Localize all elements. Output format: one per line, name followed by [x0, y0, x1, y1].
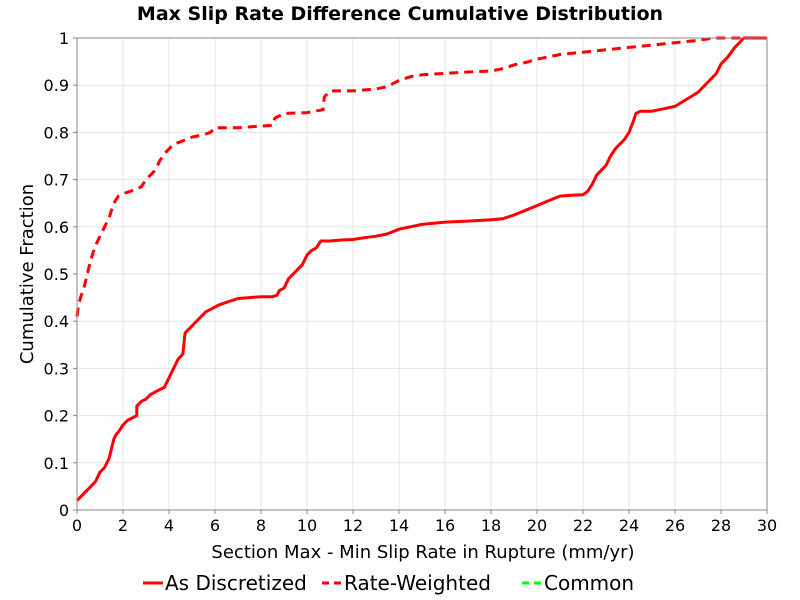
y-tick-label: 1 — [59, 29, 69, 48]
legend-label-rate-weighted: Rate-Weighted — [344, 571, 491, 595]
y-tick-label: 0.2 — [44, 407, 69, 426]
x-tick-label: 4 — [164, 516, 174, 535]
y-tick-label: 0.4 — [44, 312, 69, 331]
y-tick-label: 0.8 — [44, 123, 69, 142]
series-line-as-discretized — [75, 36, 767, 502]
y-tick-label: 0.5 — [44, 265, 69, 284]
chart-title: Max Slip Rate Difference Cumulative Dist… — [137, 3, 663, 25]
legend: As Discretized Rate-Weighted Common — [143, 571, 634, 595]
x-tick-label: 14 — [389, 516, 409, 535]
y-axis-label: Cumulative Fraction — [17, 184, 38, 364]
series-line-rate-weighted — [75, 36, 767, 317]
grid — [76, 37, 768, 511]
y-tick-label: 0.9 — [44, 76, 69, 95]
x-tick-label: 8 — [256, 516, 266, 535]
x-tick-label: 20 — [527, 516, 547, 535]
y-tick-label: 0.1 — [44, 454, 69, 473]
x-tick-label: 26 — [665, 516, 685, 535]
x-tick-label: 10 — [297, 516, 317, 535]
x-tick-label: 28 — [711, 516, 731, 535]
y-tick-label: 0.7 — [44, 171, 69, 190]
x-tick-label: 30 — [757, 516, 777, 535]
series-layer — [75, 36, 767, 502]
legend-label-as-discretized: As Discretized — [165, 571, 307, 595]
x-tick-label: 6 — [210, 516, 220, 535]
x-tick-label: 16 — [435, 516, 455, 535]
x-axis-label: Section Max - Min Slip Rate in Rupture (… — [211, 542, 634, 563]
x-tick-label: 18 — [481, 516, 501, 535]
y-axis-ticks: 0 0.1 0.2 0.3 0.4 0.5 0.6 0.7 0.8 0.9 1 — [44, 29, 77, 520]
y-tick-label: 0.3 — [44, 359, 69, 378]
y-tick-label: 0 — [59, 501, 69, 520]
x-tick-label: 12 — [343, 516, 363, 535]
x-tick-label: 0 — [72, 516, 82, 535]
x-axis-ticks: 0 2 4 6 8 10 12 14 16 18 20 22 24 26 28 30 — [72, 510, 777, 535]
legend-label-common: Common — [544, 571, 634, 595]
x-tick-label: 24 — [619, 516, 639, 535]
x-tick-label: 22 — [573, 516, 593, 535]
x-tick-label: 2 — [118, 516, 128, 535]
y-tick-label: 0.6 — [44, 218, 69, 237]
